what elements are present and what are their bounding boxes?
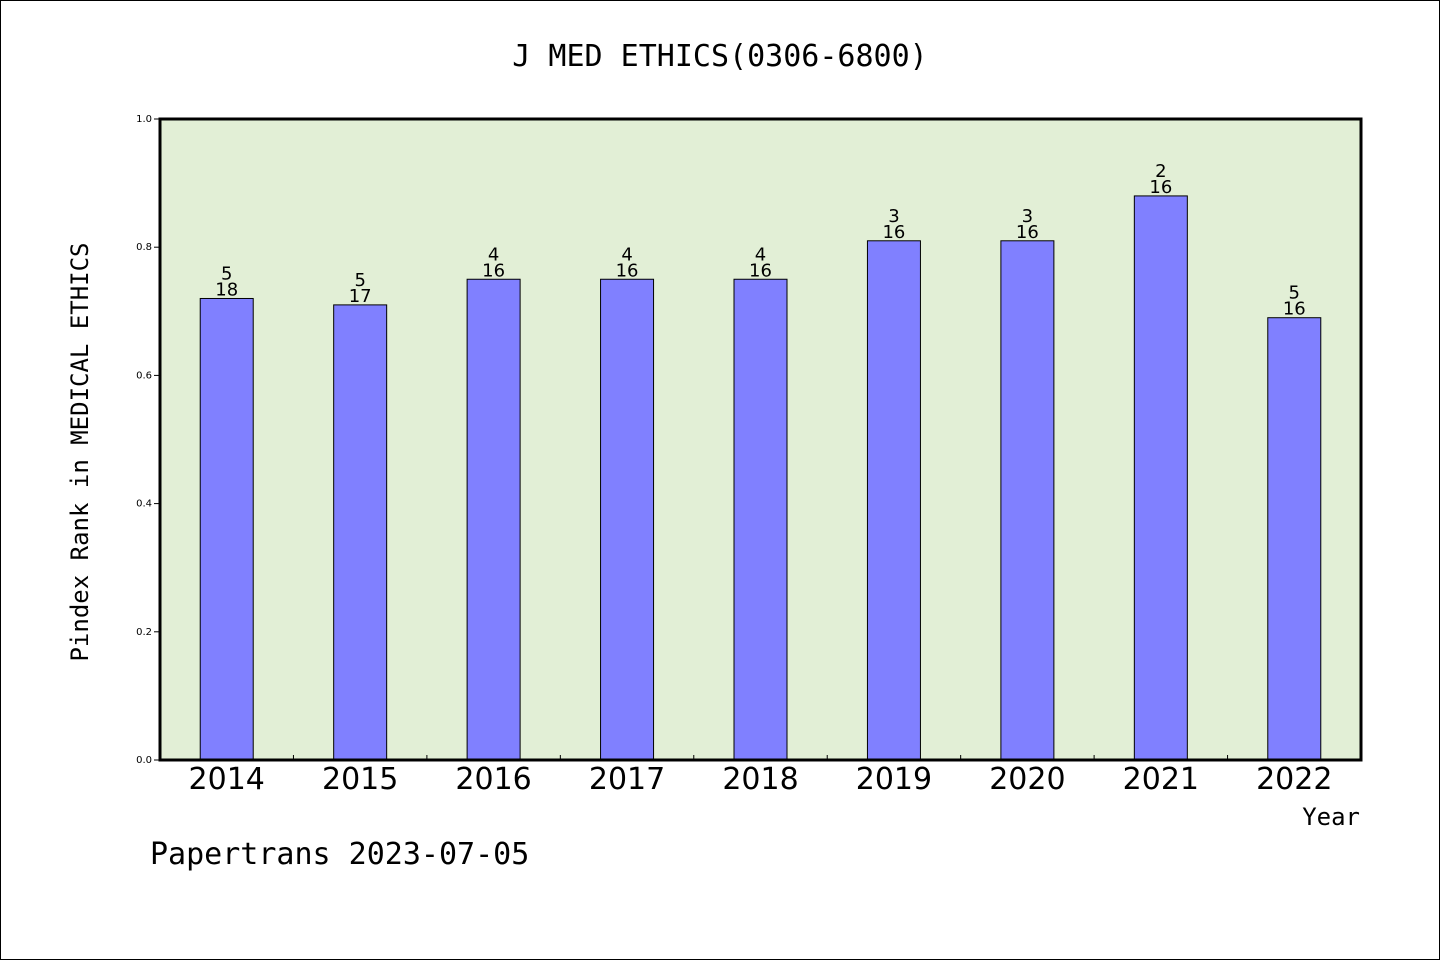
bar — [1133, 195, 1188, 761]
x-tick-label: 2019 — [856, 762, 932, 797]
footer-source: Papertrans 2023-07-05 — [150, 837, 529, 872]
bar — [1000, 240, 1055, 761]
y-tick-label: 0.0 — [136, 755, 152, 766]
bar-rank-label: 3 — [1022, 206, 1033, 227]
y-tick-label: 0.2 — [136, 627, 152, 638]
bar-rank-label: 3 — [888, 206, 899, 227]
x-axis-label: Year — [1302, 803, 1360, 831]
x-tick-label: 2014 — [189, 762, 265, 797]
y-tick-label: 0.4 — [136, 499, 152, 510]
bar-rank-label: 5 — [221, 263, 232, 284]
bar-total-label: 16 — [1283, 299, 1306, 320]
y-tick-label: 1.0 — [136, 114, 152, 125]
bar — [333, 304, 388, 761]
bar — [466, 278, 521, 761]
x-axis: 2014 2015 2016 2017 2018 2019 2020 2021 2022 — [189, 755, 1332, 797]
bar — [199, 297, 254, 761]
x-tick-label: 2018 — [722, 762, 798, 797]
x-tick-label: 2017 — [589, 762, 665, 797]
y-axis-label: Pindex Rank in MEDICAL ETHICS — [66, 242, 94, 661]
bar-rank-label: 2 — [1155, 161, 1166, 182]
x-tick-label: 2020 — [989, 762, 1065, 797]
bar — [733, 278, 788, 761]
bar-rank-label: 4 — [755, 244, 766, 265]
y-tick-label: 0.8 — [136, 242, 152, 253]
y-tick-label: 0.6 — [136, 370, 152, 381]
bar-total-label: 16 — [482, 260, 505, 281]
chart-title: J MED ETHICS(0306-6800) — [512, 39, 927, 74]
bar-total-label: 16 — [749, 260, 772, 281]
bar-rank-label: 5 — [354, 270, 365, 291]
x-tick-label: 2015 — [322, 762, 398, 797]
x-tick-label: 2021 — [1123, 762, 1199, 797]
y-axis: 0.0 0.2 0.4 0.6 0.8 1.0 — [136, 114, 160, 766]
bar-total-label: 18 — [215, 279, 238, 300]
x-tick-label: 2016 — [455, 762, 531, 797]
bar-rank-label: 5 — [1289, 283, 1300, 304]
bar-rank-label: 4 — [488, 244, 499, 265]
bar-total-label: 16 — [882, 222, 905, 243]
bar-total-label: 16 — [616, 260, 639, 281]
x-tick-label: 2022 — [1256, 762, 1332, 797]
bar — [866, 240, 921, 761]
bar — [600, 278, 655, 761]
bar-total-label: 16 — [1149, 177, 1172, 198]
bar-total-label: 16 — [1016, 222, 1039, 243]
bar-rank-label: 4 — [621, 244, 632, 265]
bar — [1267, 317, 1322, 761]
plot-border — [158, 117, 1363, 762]
bar-total-label: 17 — [349, 286, 372, 307]
